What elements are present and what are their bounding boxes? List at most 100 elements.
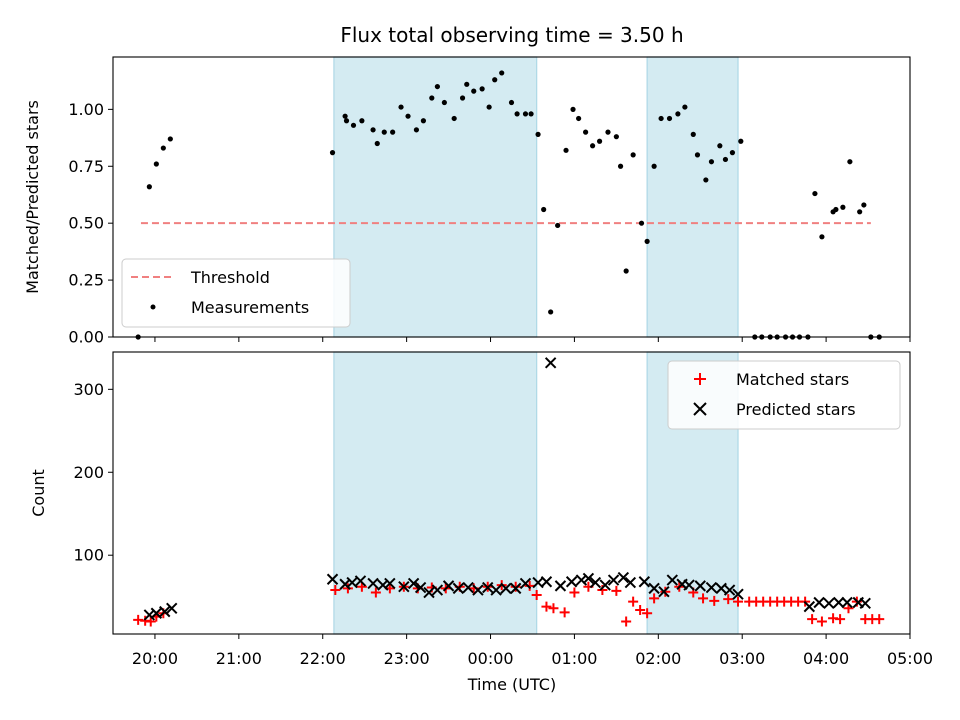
- matched-star-point: [642, 608, 653, 619]
- bottom-panel-frame: [112, 351, 911, 635]
- predicted-star-point: [732, 588, 744, 600]
- top-panel: 0.00 0.25 0.50 0.75 1.00 Matched/Predicted s…: [23, 56, 911, 347]
- predicted-star-point: [431, 584, 444, 596]
- measurement-point: [350, 122, 357, 128]
- x-tick-label: 22:00: [300, 649, 346, 668]
- measurement-point: [576, 115, 582, 122]
- chart-title: Flux total observing time = 3.50 h: [340, 23, 683, 47]
- measurement-point: [717, 143, 723, 149]
- predicted-star-point: [723, 584, 736, 596]
- measurement-point: [613, 134, 619, 140]
- top-panel-legend: Threshold Measurements: [121, 258, 351, 328]
- measurement-point: [548, 309, 554, 315]
- legend-box: [667, 360, 901, 430]
- predicted-star-point: [462, 581, 474, 594]
- x-tick-label: 04:00: [803, 649, 849, 668]
- top-panel-frame: [112, 56, 911, 338]
- predicted-star-point: [638, 576, 651, 588]
- measurement-point: [857, 209, 863, 215]
- matched-star-point: [723, 594, 734, 605]
- measurement-point: [167, 136, 173, 142]
- measurement-point: [146, 184, 152, 190]
- matched-star-point: [807, 614, 818, 625]
- y-tick-label: 0.00: [68, 328, 104, 347]
- predicted-star-point: [166, 602, 178, 614]
- predicted-star-point: [509, 582, 522, 595]
- measurement-point: [833, 206, 839, 213]
- measurement-point: [471, 88, 477, 94]
- matched-star-point: [548, 603, 559, 614]
- x-tick-label: 05:00: [887, 649, 933, 668]
- matched-star-point: [330, 585, 341, 596]
- measurement-point: [819, 234, 825, 240]
- measurement-point: [623, 268, 629, 274]
- measurement-point: [343, 118, 350, 124]
- predicted-star-point: [565, 576, 578, 588]
- measurement-point: [359, 118, 365, 124]
- measurement-point: [160, 145, 166, 151]
- matched-star-point: [628, 596, 639, 607]
- measurement-point: [535, 131, 541, 137]
- predicted-star-point: [143, 609, 156, 621]
- predicted-star-point: [326, 573, 339, 585]
- matched-star-point: [510, 581, 521, 592]
- predicted-star-point: [694, 580, 706, 592]
- predicted-star-point: [617, 571, 630, 584]
- measurement-point: [861, 202, 867, 208]
- bottom-panel: 100 200 300 Count Matched stars Predicted …: [29, 351, 911, 639]
- predicted-star-point: [589, 576, 602, 589]
- predicted-star-point: [442, 580, 455, 592]
- predicted-star-point: [803, 600, 816, 613]
- measurement-point: [555, 222, 561, 229]
- predicted-star-point: [575, 574, 588, 586]
- measurement-point: [583, 129, 589, 135]
- top-panel-ticks: 0.00 0.25 0.50 0.75 1.00: [68, 100, 911, 347]
- matched-star-point: [524, 580, 535, 591]
- legend-label-predicted: Predicted stars: [736, 400, 856, 419]
- matched-star-point: [835, 614, 846, 625]
- predicted-star-point: [500, 582, 512, 595]
- measurements-legend-swatch: [150, 304, 156, 310]
- x-axis-ticks: 20:00 21:00 22:00 23:00 00:00 01:00 02:00 03:00…: [132, 649, 933, 668]
- matched-star-point: [635, 604, 646, 615]
- predicted-star-point: [648, 582, 660, 595]
- legend-box: [121, 258, 351, 328]
- predicted-star-point: [354, 575, 367, 587]
- measurement-point: [370, 127, 376, 133]
- measurement-point: [658, 115, 664, 122]
- predicted-star-point: [715, 582, 727, 595]
- predicted-star-point: [346, 576, 358, 589]
- measurement-point: [499, 70, 505, 76]
- predicted-star-point: [658, 585, 670, 598]
- measurement-point: [398, 104, 404, 110]
- predicted-star-point: [414, 581, 427, 594]
- measurement-point: [381, 129, 387, 135]
- bottom-panel-ylabel: Count: [29, 469, 48, 517]
- predicted-star-point: [554, 580, 567, 592]
- predicted-star-point: [150, 607, 163, 619]
- matched-star-point: [698, 593, 709, 604]
- predicted-star-point: [813, 596, 825, 609]
- predicted-star-point: [544, 357, 557, 369]
- bottom-panel-legend: Matched stars Predicted stars: [667, 360, 901, 430]
- shaded-interval: [646, 56, 739, 338]
- x-tick-label: 20:00: [132, 649, 178, 668]
- predicted-star-point: [398, 581, 410, 593]
- measurement-point: [638, 220, 645, 226]
- matched-star-point: [649, 593, 660, 604]
- predicted-star-point: [452, 582, 465, 595]
- measurement-point: [514, 111, 520, 117]
- matched-star-point: [709, 595, 720, 606]
- measurement-point: [666, 115, 673, 122]
- matched-star-point: [816, 616, 827, 627]
- y-tick-label: 0.75: [68, 157, 104, 176]
- measurement-point: [522, 111, 529, 117]
- matched-star-point: [145, 616, 156, 627]
- matched-star-point: [370, 587, 381, 598]
- legend-label-matched: Matched stars: [736, 370, 849, 389]
- measurement-point: [434, 83, 440, 90]
- legend-label-threshold: Threshold: [190, 268, 270, 287]
- y-tick-label: 200: [73, 463, 104, 482]
- measurement-point: [675, 111, 681, 117]
